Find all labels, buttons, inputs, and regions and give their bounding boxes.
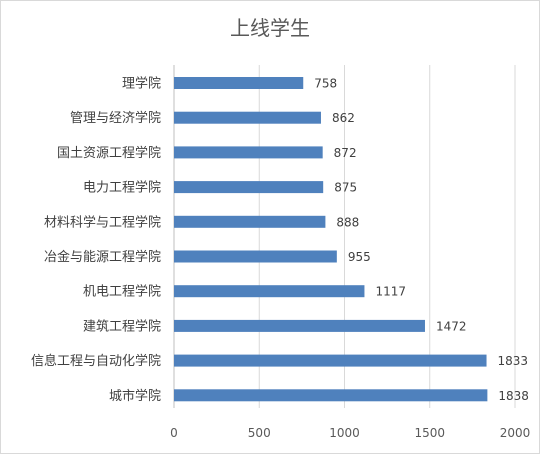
category-label: 材料科学与工程学院 — [44, 214, 161, 230]
bar — [174, 389, 488, 402]
data-label: 1117 — [375, 285, 406, 299]
data-label: 875 — [334, 181, 357, 195]
category-label: 冶金与能源工程学院 — [44, 249, 161, 265]
x-tick-label: 2000 — [500, 426, 531, 440]
bar — [174, 250, 337, 263]
data-label: 1833 — [498, 354, 529, 368]
data-label: 955 — [348, 250, 371, 264]
category-label: 理学院 — [122, 76, 161, 92]
data-label: 1838 — [498, 389, 529, 403]
data-label: 1472 — [436, 319, 467, 333]
chart-title: 上线学生 — [230, 16, 310, 40]
bar — [174, 215, 326, 228]
bar — [174, 285, 365, 298]
bar — [174, 111, 321, 124]
bar — [174, 146, 323, 159]
category-label: 电力工程学院 — [83, 180, 161, 196]
x-tick-label: 1500 — [414, 426, 445, 440]
category-label: 城市学院 — [109, 388, 161, 404]
data-label: 758 — [314, 77, 337, 91]
data-label: 862 — [332, 111, 355, 125]
category-label: 管理与经济学院 — [70, 110, 161, 126]
x-tick-label: 500 — [248, 426, 271, 440]
bar — [174, 354, 487, 367]
bar — [174, 319, 425, 332]
data-label: 888 — [336, 215, 359, 229]
bars — [174, 77, 488, 402]
category-label: 机电工程学院 — [83, 284, 161, 300]
category-label: 国土资源工程学院 — [57, 145, 161, 161]
data-label: 872 — [334, 146, 357, 160]
category-label: 建筑工程学院 — [83, 318, 161, 334]
category-labels: 理学院管理与经济学院国土资源工程学院电力工程学院材料科学与工程学院冶金与能源工程… — [31, 76, 161, 404]
bar — [174, 77, 304, 89]
category-label: 信息工程与自动化学院 — [31, 353, 161, 369]
x-axis-ticks: 0 500 1000 1500 2000 — [170, 426, 530, 440]
data-labels: 758 862 872 875 888 955 1117 1472 1833 1838 — [314, 77, 529, 403]
bar — [174, 181, 324, 194]
x-tick-label: 0 — [170, 426, 178, 440]
x-tick-label: 1000 — [329, 426, 360, 440]
